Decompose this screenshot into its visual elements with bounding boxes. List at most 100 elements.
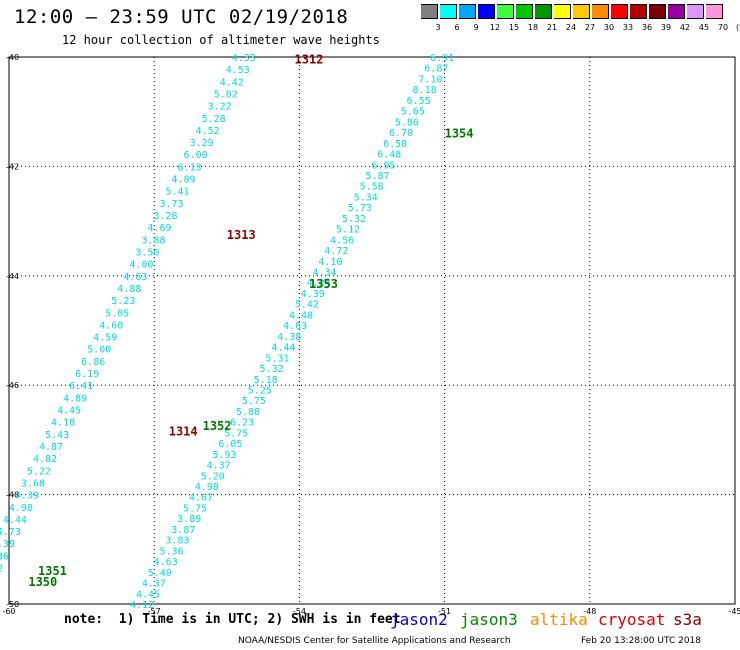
pass-label-1352: 1352 (203, 419, 232, 433)
pass-label-1312: 1312 (295, 53, 324, 67)
chart-title: 12:00 – 23:59 UTC 02/19/2018 (14, 6, 349, 28)
legend-swatch (440, 4, 457, 19)
mission-s3a: s3a (673, 610, 702, 629)
swh-value: 6.41 (69, 381, 93, 392)
legend-swatch (706, 4, 723, 19)
swh-value: 4.44 (3, 515, 27, 526)
swh-value: 5.73 (348, 203, 372, 214)
swh-value: 4.82 (33, 454, 57, 465)
swh-value: 4.98 (9, 503, 33, 514)
swh-value: 5.36 (160, 546, 184, 557)
pass-label-1353: 1353 (309, 277, 338, 291)
legend-label: 70 (717, 23, 729, 32)
legend-label: 27 (584, 23, 596, 32)
swh-value: 6.70 (389, 128, 413, 139)
swh-value: 5.28 (202, 114, 226, 125)
swh-value: 4.12 (130, 600, 154, 611)
legend-swatch (497, 4, 514, 19)
legend-label: 21 (546, 23, 558, 32)
swh-value: 6.55 (407, 96, 431, 107)
legend-swatch (554, 4, 571, 19)
legend-label: 12 (489, 23, 501, 32)
swh-value: 4.44 (271, 343, 295, 354)
swh-value: 5.32 (342, 214, 366, 225)
swh-value: 4.18 (51, 418, 75, 429)
swh-value: 5.02 (214, 89, 238, 100)
swh-value: 3.89 (177, 514, 201, 525)
legend-swatch (478, 4, 495, 19)
swh-value: 4.89 (172, 175, 196, 186)
swh-value: 5.31 (265, 353, 289, 364)
swh-value: 5.25 (248, 385, 272, 396)
swh-value: 4.72 (324, 246, 348, 257)
mission-jason3: jason3 (460, 610, 518, 629)
x-tick-label: -57 (148, 607, 161, 616)
legend-swatch (611, 4, 628, 19)
mission-cryosat: cryosat (598, 610, 666, 629)
pass-label-1350: 1350 (28, 575, 57, 589)
swh-value: 4.53 (226, 65, 250, 76)
y-tick-label: -42 (6, 162, 19, 171)
creation-timestamp: Feb 20 13:28:00 UTC 2018 (581, 636, 701, 646)
legend-swatch (573, 4, 590, 19)
swh-value: 5.75 (224, 428, 248, 439)
swh-value: 5.86 (395, 117, 419, 128)
plot-frame (8, 56, 736, 605)
swh-value: 4.45 (136, 589, 160, 600)
swh-value: 7.10 (418, 74, 442, 85)
legend-label: 24 (565, 23, 577, 32)
swh-value: 4.63 (123, 272, 147, 283)
swh-value: 6.86 (81, 357, 105, 368)
y-tick-label: -48 (6, 491, 19, 500)
swh-value: 4.56 (330, 235, 354, 246)
x-tick-label: -54 (293, 607, 306, 616)
legend-label: 36 (641, 23, 653, 32)
swh-value: 3.22 (208, 102, 232, 113)
swh-value: 6.48 (377, 150, 401, 161)
swh-value: 3.50 (135, 247, 159, 258)
swh-value: 6.19 (75, 369, 99, 380)
swh-value: 4.89 (63, 393, 87, 404)
swh-value: 5.75 (183, 503, 207, 514)
pass-label-1354: 1354 (445, 127, 474, 141)
x-tick-label: -60 (2, 607, 15, 616)
swh-value: 3.87 (171, 525, 195, 536)
legend-label: 6 (454, 23, 460, 32)
pass-label-1314: 1314 (169, 425, 198, 439)
swh-value: 3.68 (21, 478, 45, 489)
track-1312: 4.334.534.425.023.225.284.523.296.006.13… (0, 53, 256, 575)
y-tick-label: -40 (6, 53, 19, 62)
swh-value: 6.50 (383, 139, 407, 150)
swh-value: 4.88 (117, 284, 141, 295)
axis-ticks: -60 -57 -54 -51 -48 -45 -40 -42 -44 -46 -48 -50 (2, 53, 740, 616)
swh-value: 6.91 (430, 53, 454, 64)
x-tick-label: -48 (583, 607, 596, 616)
swh-value: 5.12 (336, 225, 360, 236)
x-tick-label: -45 (728, 607, 740, 616)
swh-value: 4.48 (289, 310, 313, 321)
mission-altika: altika (530, 610, 588, 629)
swh-value: 3.28 (153, 211, 177, 222)
swh-value: 5.23 (111, 296, 135, 307)
swh-value: 5.65 (401, 107, 425, 118)
swh-value: 5.05 (105, 308, 129, 319)
legend-swatch (592, 4, 609, 19)
swh-value: 4.24 (307, 278, 331, 289)
swh-value: 4.73 (0, 527, 21, 538)
legend-swatch (516, 4, 533, 19)
swh-value: 5.40 (148, 568, 172, 579)
swh-value: 8.18 (413, 85, 437, 96)
legend-label: 30 (603, 23, 615, 32)
swh-value: 6.23 (230, 418, 254, 429)
swh-value: 5.22 (27, 466, 51, 477)
swh-value: 5.58 (360, 182, 384, 193)
swh-value: 3.29 (190, 138, 214, 149)
legend-label: (ft) (735, 23, 740, 32)
legend-label: 45 (698, 23, 710, 32)
swh-value: 3.83 (165, 536, 189, 547)
swh-value: 5.00 (87, 345, 111, 356)
mission-jason2: jason2 (390, 610, 448, 629)
swh-value: 5.93 (212, 450, 236, 461)
legend-label: 18 (527, 23, 539, 32)
legend-swatch (630, 4, 647, 19)
